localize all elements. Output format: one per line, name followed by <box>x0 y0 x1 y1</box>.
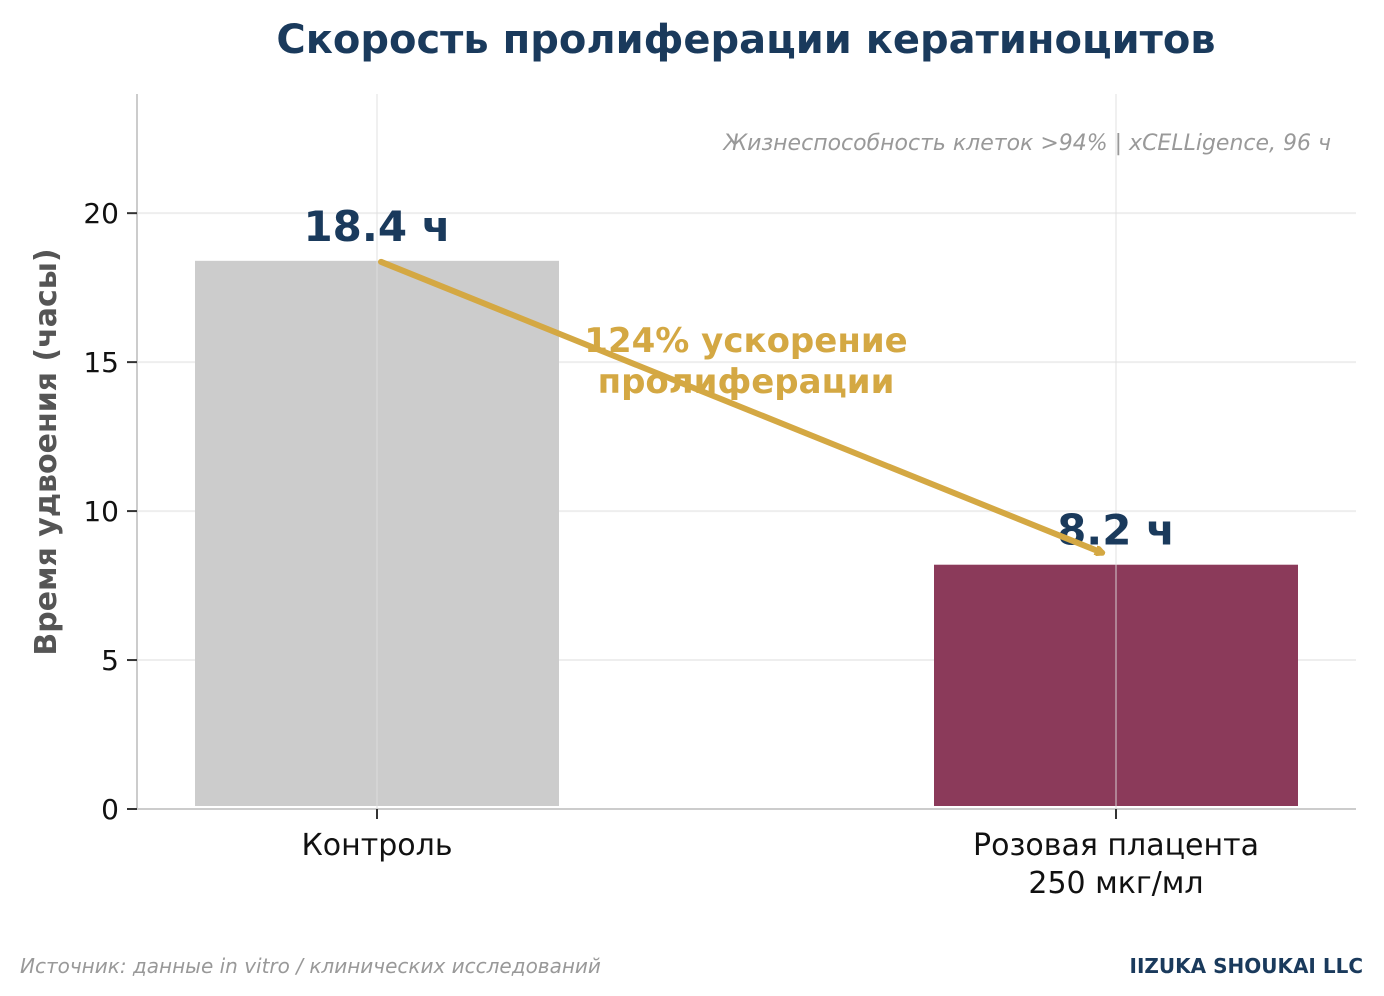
y-tick-label: 20 <box>83 197 119 230</box>
y-axis-label: Время удвоения (часы) <box>29 248 64 655</box>
data-label: 18.4 ч <box>303 202 450 251</box>
x-ticks: Контроль Розовая плацента 250 мкг/мл <box>302 809 1259 901</box>
annotation-line: 124% ускорение <box>584 321 907 361</box>
chart-note: Жизнеспособность клеток >94% | xCELLigen… <box>721 131 1331 156</box>
data-labels: 18.4 ч 8.2 ч <box>303 202 1174 555</box>
annotation-text: 124% ускорение пролиферации <box>584 321 907 402</box>
y-tick-label: 15 <box>83 346 119 379</box>
x-tick-label-line: Розовая плацента <box>973 828 1259 863</box>
x-tick-label-line: 250 мкг/мл <box>1028 866 1203 901</box>
x-tick-label-line: Контроль <box>302 828 453 863</box>
bar <box>195 260 559 806</box>
bar <box>934 564 1298 806</box>
x-tick-label: Розовая плацента 250 мкг/мл <box>973 828 1259 901</box>
source-note: Источник: данные in vitro / клинических … <box>20 954 601 978</box>
chart-title: Скорость пролиферации кератиноцитов <box>276 17 1215 63</box>
y-tick-label: 0 <box>101 793 119 826</box>
y-tick-label: 5 <box>101 644 119 677</box>
x-tick-label: Контроль <box>302 828 453 863</box>
y-ticks: 0 5 10 15 20 <box>83 197 137 826</box>
x-grid-lines <box>376 94 1117 809</box>
bars <box>195 260 1298 806</box>
brand-name: IIZUKA SHOUKAI LLC <box>1130 954 1364 978</box>
trend-arrow <box>378 258 1102 553</box>
data-label: 8.2 ч <box>1057 506 1175 555</box>
annotation-line: пролиферации <box>598 362 895 402</box>
y-tick-label: 10 <box>83 495 119 528</box>
